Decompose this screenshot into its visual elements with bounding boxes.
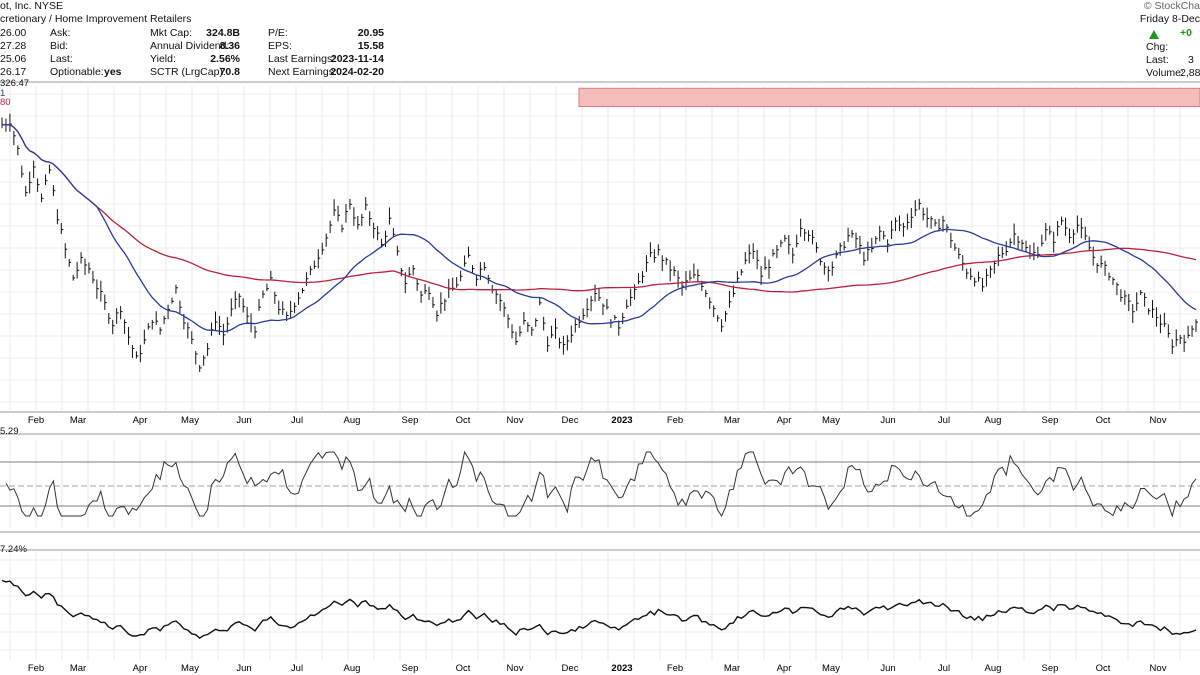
relative-performance-line [1,579,1197,639]
x-tick-label-rel: 2023 [611,663,632,674]
x-tick-label-price: Feb [667,415,683,426]
x-tick-label-price: May [181,415,199,426]
ask-label: Ask: [50,27,71,39]
x-tick-label-price: Nov [507,415,524,426]
x-tick-label-price: May [822,415,840,426]
right-last-label: Last: [1146,54,1169,66]
x-tick-label-rel: May [822,663,840,674]
eps-value: 15.58 [357,40,384,52]
last-earnings-value: 2023-11-14 [330,53,384,65]
x-tick-label-rel: Apr [777,663,792,674]
ma-fast-legend: 1 [0,88,5,99]
optionable-value: yes [104,66,122,78]
x-tick-label-rel: Nov [507,663,524,674]
mktcap-value: 324.8B [206,27,240,39]
x-tick-label-rel: Mar [724,663,740,674]
stat-prev: 26.17 [0,66,27,78]
rsi-line [5,450,1197,518]
grid-lines [0,86,1200,660]
x-tick-label-price: Aug [985,415,1002,426]
x-tick-label-rel: Jul [938,663,950,674]
dividend-value: 8.36 [219,40,240,52]
fast-moving-average [2,123,1197,333]
volume-label: Volume: [1146,67,1184,79]
x-tick-label-rel: Aug [985,663,1002,674]
x-tick-label-price: 2023 [611,415,632,426]
dividend-label: Annual Dividend: [150,40,230,52]
x-tick-label-price: Dec [562,415,579,426]
mktcap-label: Mkt Cap: [150,27,193,39]
next-earnings-value: 2024-02-20 [330,66,384,78]
x-tick-label-rel: Oct [1096,663,1111,674]
x-tick-label-rel: Apr [133,663,148,674]
yield-label: Yield: [150,53,176,65]
x-tick-label-rel: Feb [28,663,44,674]
x-tick-label-price: Mar [70,415,86,426]
eps-label: EPS: [268,40,292,52]
resistance-zone [578,87,1200,108]
stat-high: 27.28 [0,40,27,52]
right-last-value: 3 [1188,54,1194,66]
x-tick-label-price: Sep [402,415,419,426]
sctr-value: 70.8 [219,66,240,78]
price-legend: 326.47 [0,78,29,89]
x-tick-label-price: Mar [724,415,740,426]
ma-slow-legend: 80 [0,97,11,108]
chg-label: Chg: [1146,41,1169,53]
x-tick-label-rel: Dec [562,663,579,674]
price-bars [1,113,1198,372]
date-label: Friday 8-Dec [1139,13,1200,25]
x-tick-label-price: Jul [938,415,950,426]
x-tick-label-rel: Sep [402,663,419,674]
next-earnings-label: Next Earnings: [268,66,337,78]
yield-value: 2.56% [210,53,240,65]
rsi-legend: 5.29 [0,426,19,437]
sctr-label: SCTR (LrgCap): [150,66,226,78]
last-earnings-label: Last Earnings: [268,53,336,65]
x-tick-label-rel: May [181,663,199,674]
x-tick-label-price: Sep [1042,415,1059,426]
volume-value: 2,88 [1180,67,1200,79]
x-tick-label-rel: Feb [667,663,683,674]
pe-value: 20.95 [357,27,384,39]
relative-legend: 7.24% [0,544,27,555]
x-tick-label-price: Oct [456,415,471,426]
x-tick-label-price: Jun [236,415,251,426]
x-tick-label-rel: Nov [1150,663,1167,674]
watermark: © StockCha [1143,0,1200,12]
x-tick-label-rel: Oct [456,663,471,674]
bid-label: Bid: [50,40,69,52]
x-tick-label-price: Apr [777,415,792,426]
x-tick-label-rel: Jun [236,663,251,674]
change-value: +0 [1180,27,1192,39]
stat-open: 26.00 [0,27,27,39]
x-tick-label-price: Jul [291,415,303,426]
last-label: Last: [50,53,73,65]
stat-low: 25.06 [0,53,27,65]
ticker-title: ot, Inc. NYSE [0,0,64,12]
slow-moving-average [2,123,1197,293]
optionable-label: Optionable: [50,66,104,78]
x-tick-label-rel: Jul [291,663,303,674]
x-tick-label-price: Oct [1096,415,1111,426]
chart-header: ot, Inc. NYSE cretionary / Home Improvem… [0,0,1200,80]
sector-label: cretionary / Home Improvement Retailers [0,13,192,25]
x-tick-label-price: Apr [133,415,148,426]
x-tick-label-price: Jun [880,415,895,426]
x-tick-label-rel: Mar [70,663,86,674]
x-tick-label-rel: Aug [344,663,361,674]
x-tick-label-rel: Jun [880,663,895,674]
x-tick-label-price: Nov [1150,415,1167,426]
x-tick-label-price: Feb [28,415,44,426]
up-arrow-icon [1149,30,1159,39]
pe-label: P/E: [268,27,288,39]
x-tick-label-price: Aug [344,415,361,426]
x-tick-label-rel: Sep [1042,663,1059,674]
